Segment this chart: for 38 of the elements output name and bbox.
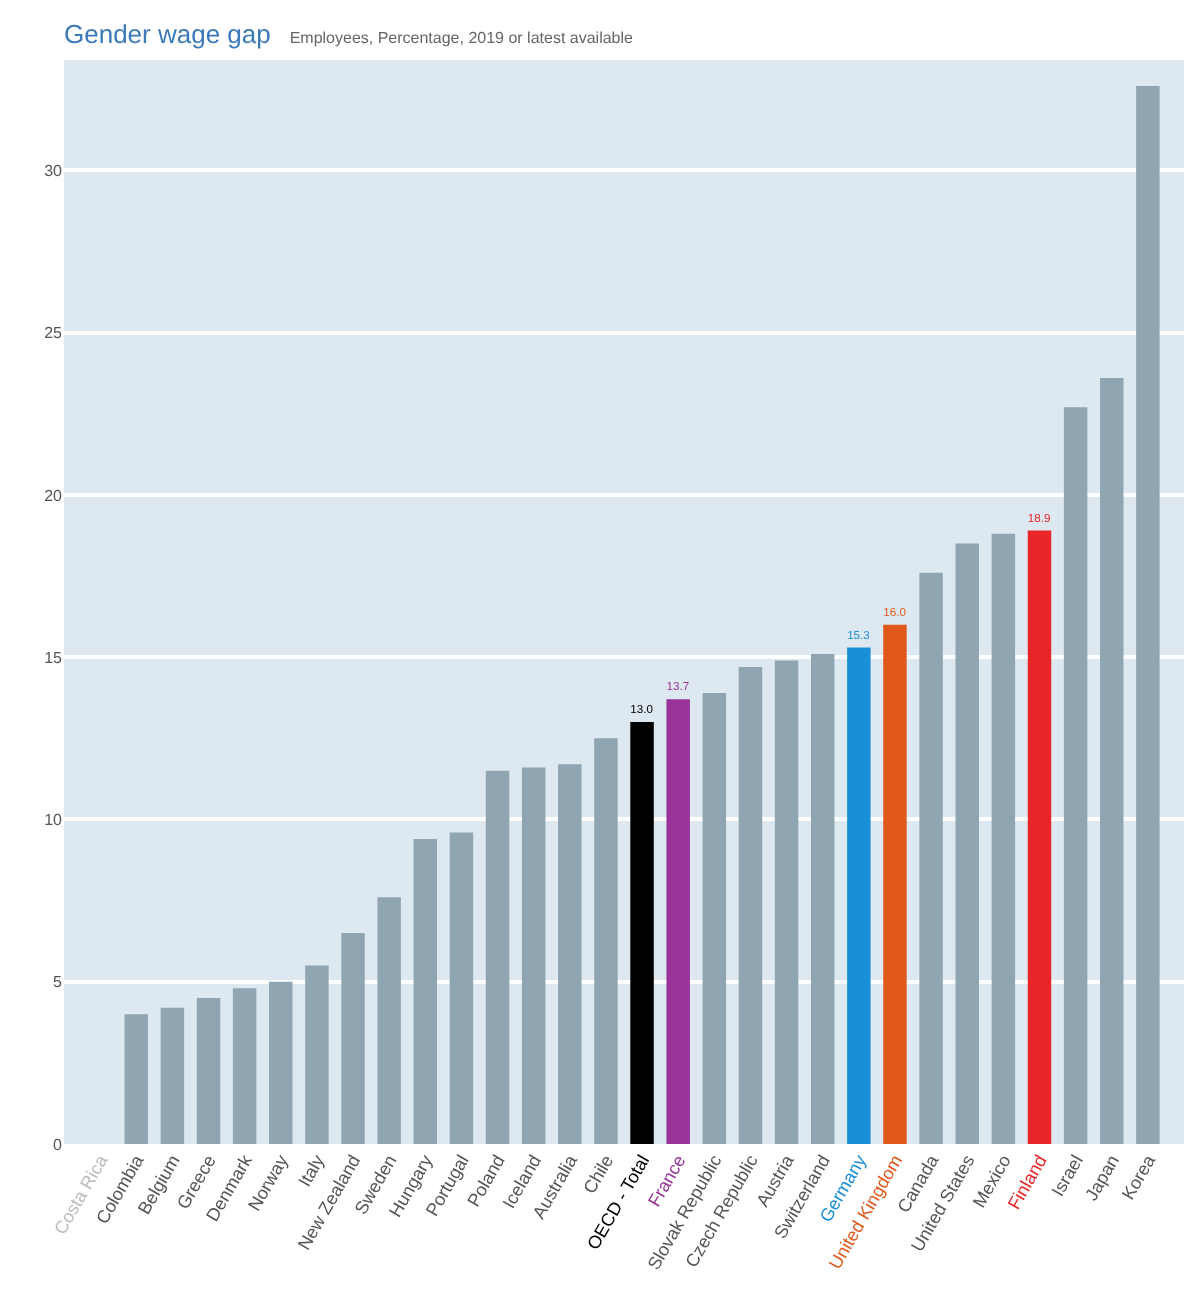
bar [955,543,979,1144]
bar [341,933,365,1144]
bar [883,624,907,1144]
y-tick-label: 10 [44,811,64,830]
bar [847,647,871,1144]
bar [160,1007,185,1144]
bar [774,660,799,1144]
bar [521,767,546,1144]
bar [1027,530,1052,1144]
y-tick-label: 0 [53,1135,64,1154]
bar [413,838,438,1144]
bar [196,997,221,1144]
bar [666,699,690,1144]
y-tick-label: 5 [53,973,64,992]
bar [810,653,835,1144]
bar [630,722,654,1144]
bar [305,965,329,1144]
bar [269,981,293,1144]
bar [594,738,618,1144]
bar [702,692,727,1144]
bar [449,832,474,1144]
bar [1136,85,1160,1144]
bar [124,1014,148,1144]
bar [1063,407,1088,1144]
bar [991,533,1016,1144]
bar [558,764,582,1144]
y-tick-label: 30 [44,161,64,180]
chart-title: Gender wage gap [64,19,271,50]
bar [232,988,257,1144]
y-tick-label: 20 [44,486,64,505]
bar [1100,378,1124,1144]
bar [738,666,763,1144]
bar [485,770,510,1144]
chart-subtitle: Employees, Percentage, 2019 or latest available [289,29,635,48]
y-tick-label: 25 [44,324,64,343]
bar [377,897,401,1144]
y-tick-label: 15 [44,648,64,667]
bar [919,572,943,1144]
